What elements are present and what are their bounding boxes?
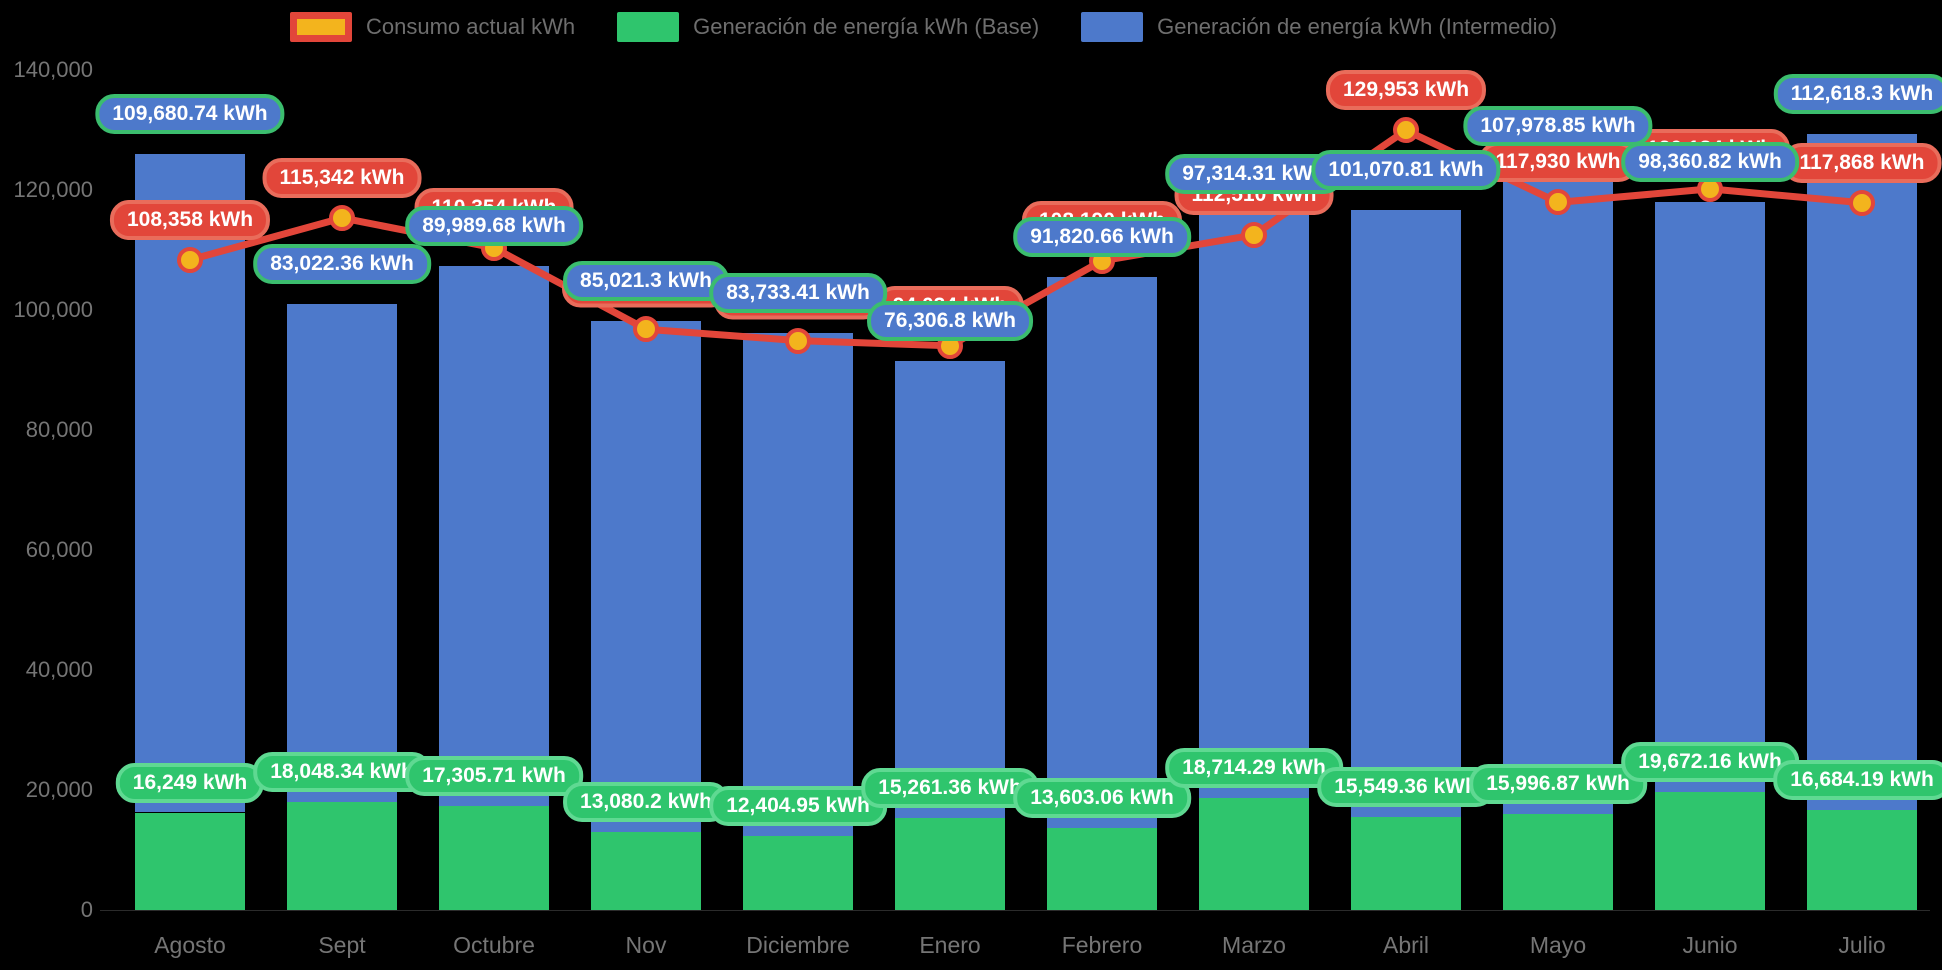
- y-tick-20000: 20,000: [25, 777, 93, 802]
- line-point-julio[interactable]: [1849, 189, 1875, 216]
- label-base-mayo: 15,996.87 kWh: [1469, 764, 1647, 805]
- label-consumo-mayo: 117,930 kWh: [1478, 142, 1638, 183]
- bar-base-agosto[interactable]: [135, 812, 245, 910]
- label-base-enero: 15,261.36 kWh: [861, 768, 1039, 809]
- label-intermedio-nov: 85,021.3 kWh: [563, 261, 729, 302]
- y-tick-140000: 140,000: [13, 57, 93, 82]
- label-base-agosto: 16,249 kWh: [115, 762, 265, 803]
- bar-intermedio-mayo[interactable]: [1503, 166, 1613, 814]
- legend-swatch-consumo-icon: [290, 12, 352, 42]
- legend-item-base[interactable]: Generación de energía kWh (Base): [617, 12, 1039, 42]
- x-tick-octubre: Octubre: [453, 932, 535, 958]
- y-tick-60000: 60,000: [25, 537, 93, 562]
- bar-intermedio-abril[interactable]: [1351, 210, 1461, 817]
- legend-swatch-base-icon: [617, 12, 680, 42]
- label-consumo-abril: 129,953 kWh: [1325, 70, 1487, 111]
- legend-swatch-intermedio-icon: [1081, 12, 1144, 42]
- label-consumo-sept: 115,342 kWh: [262, 157, 422, 198]
- line-point-diciembre[interactable]: [785, 327, 811, 354]
- bar-intermedio-enero[interactable]: [895, 360, 1005, 819]
- label-intermedio-abril: 101,070.81 kWh: [1311, 150, 1501, 191]
- bar-base-sept[interactable]: [287, 801, 397, 910]
- bar-intermedio-diciembre[interactable]: [743, 333, 853, 836]
- line-point-mayo[interactable]: [1545, 189, 1571, 216]
- label-base-octubre: 17,305.71 kWh: [405, 756, 583, 797]
- x-tick-febrero: Febrero: [1061, 932, 1143, 958]
- bar-base-junio[interactable]: [1655, 791, 1765, 910]
- label-intermedio-junio: 98,360.82 kWh: [1621, 141, 1799, 182]
- bar-intermedio-febrero[interactable]: [1047, 277, 1157, 829]
- bar-intermedio-octubre[interactable]: [439, 266, 549, 807]
- x-tick-sept: Sept: [318, 932, 366, 958]
- x-tick-nov: Nov: [625, 932, 667, 958]
- line-point-abril[interactable]: [1393, 117, 1419, 144]
- x-tick-diciembre: Diciembre: [746, 932, 850, 958]
- label-intermedio-diciembre: 83,733.41 kWh: [709, 273, 887, 314]
- bar-base-octubre[interactable]: [439, 806, 549, 910]
- x-tick-marzo: Marzo: [1222, 932, 1286, 958]
- label-base-junio: 19,672.16 kWh: [1621, 741, 1799, 782]
- bar-base-mayo[interactable]: [1503, 814, 1613, 910]
- legend-label-intermedio: Generación de energía kWh (Intermedio): [1157, 14, 1558, 39]
- label-intermedio-julio: 112,618.3 kWh: [1773, 74, 1942, 115]
- chart-legend: Consumo actual kWh Generación de energía …: [290, 12, 1557, 42]
- bar-base-enero[interactable]: [895, 818, 1005, 910]
- x-tick-abril: Abril: [1382, 932, 1429, 958]
- bar-base-nov[interactable]: [591, 831, 701, 910]
- x-tick-agosto: Agosto: [154, 932, 226, 958]
- label-consumo-julio: 117,868 kWh: [1782, 142, 1942, 183]
- bar-base-abril[interactable]: [1351, 816, 1461, 910]
- legend-item-consumo[interactable]: Consumo actual kWh: [290, 12, 575, 42]
- line-point-sept[interactable]: [329, 204, 355, 231]
- bar-intermedio-marzo[interactable]: [1199, 213, 1309, 798]
- x-tick-mayo: Mayo: [1529, 932, 1587, 958]
- label-base-sept: 18,048.34 kWh: [253, 751, 431, 792]
- y-tick-120000: 120,000: [13, 177, 93, 202]
- y-tick-0: 0: [80, 897, 93, 922]
- legend-item-intermedio[interactable]: Generación de energía kWh (Intermedio): [1081, 12, 1557, 42]
- label-consumo-agosto: 108,358 kWh: [109, 199, 271, 240]
- label-intermedio-mayo: 107,978.85 kWh: [1463, 106, 1653, 147]
- label-base-diciembre: 12,404.95 kWh: [709, 785, 887, 826]
- y-tick-80000: 80,000: [25, 417, 93, 442]
- bar-base-julio[interactable]: [1807, 809, 1917, 910]
- line-point-marzo[interactable]: [1241, 221, 1267, 248]
- label-base-marzo: 18,714.29 kWh: [1165, 747, 1343, 788]
- label-intermedio-sept: 83,022.36 kWh: [253, 243, 431, 284]
- label-base-abril: 15,549.36 kWh: [1317, 766, 1495, 807]
- label-intermedio-agosto: 109,680.74 kWh: [95, 94, 285, 135]
- bar-base-diciembre[interactable]: [743, 835, 853, 910]
- bar-intermedio-nov[interactable]: [591, 321, 701, 832]
- legend-label-consumo: Consumo actual kWh: [366, 14, 576, 39]
- bar-base-marzo[interactable]: [1199, 797, 1309, 910]
- bar-intermedio-julio[interactable]: [1807, 134, 1917, 810]
- line-point-agosto[interactable]: [177, 246, 203, 273]
- y-tick-40000: 40,000: [25, 657, 93, 682]
- label-intermedio-febrero: 91,820.66 kWh: [1013, 217, 1191, 258]
- x-axis-baseline: [100, 910, 1930, 911]
- label-intermedio-enero: 76,306.8 kWh: [867, 300, 1033, 341]
- x-tick-enero: Enero: [919, 932, 981, 958]
- label-base-nov: 13,080.2 kWh: [563, 781, 729, 822]
- bar-base-febrero[interactable]: [1047, 828, 1157, 910]
- bar-intermedio-sept[interactable]: [287, 303, 397, 802]
- bar-intermedio-junio[interactable]: [1655, 201, 1765, 792]
- label-base-julio: 16,684.19 kWh: [1773, 759, 1942, 800]
- x-tick-julio: Julio: [1838, 932, 1886, 958]
- x-tick-junio: Junio: [1682, 932, 1738, 958]
- legend-label-base: Generación de energía kWh (Base): [693, 14, 1040, 39]
- y-tick-100000: 100,000: [13, 297, 93, 322]
- label-base-febrero: 13,603.06 kWh: [1013, 778, 1191, 819]
- line-point-nov[interactable]: [633, 316, 659, 343]
- label-intermedio-octubre: 89,989.68 kWh: [405, 206, 583, 247]
